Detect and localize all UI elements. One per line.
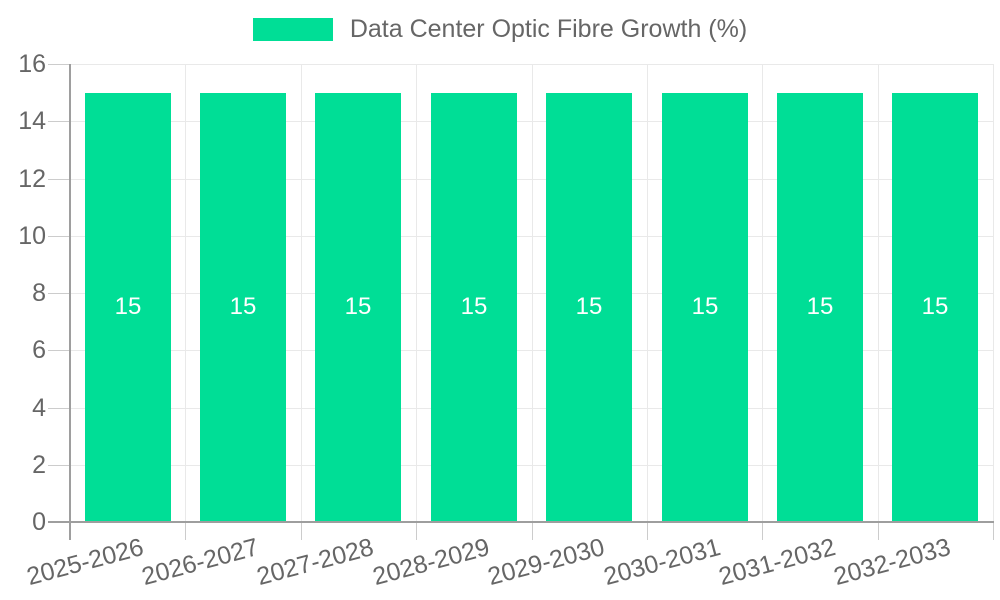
x-tick-label: 2027-2028 xyxy=(254,533,377,592)
legend[interactable]: Data Center Optic Fibre Growth (%) xyxy=(0,17,1000,42)
y-tick-mark xyxy=(48,350,70,351)
x-tick-mark xyxy=(647,522,648,540)
y-tick-label: 10 xyxy=(18,222,46,250)
x-tick-mark xyxy=(185,522,186,540)
x-tick-label: 2032-2033 xyxy=(831,533,954,592)
x-tick-mark xyxy=(993,522,994,540)
legend-label: Data Center Optic Fibre Growth (%) xyxy=(349,15,748,43)
y-tick-label: 2 xyxy=(32,451,46,479)
bar[interactable] xyxy=(431,93,517,522)
x-tick-label: 2025-2026 xyxy=(24,533,147,592)
y-tick-mark xyxy=(48,465,70,466)
bar-value-label: 15 xyxy=(575,293,603,320)
x-tick-mark xyxy=(762,522,763,540)
bar-value-label: 15 xyxy=(691,293,719,320)
bar-value-label: 15 xyxy=(460,293,488,320)
grid-line-vertical xyxy=(762,64,763,522)
grid-line-horizontal xyxy=(70,121,993,122)
bar-value-label: 15 xyxy=(921,293,949,320)
y-tick-mark xyxy=(48,64,70,65)
grid-line-vertical xyxy=(993,64,994,522)
grid-line-horizontal xyxy=(70,408,993,409)
y-tick-label: 6 xyxy=(32,336,46,364)
y-tick-label: 0 xyxy=(32,508,46,536)
x-tick-mark xyxy=(301,522,302,540)
grid-line-vertical xyxy=(532,64,533,522)
y-tick-mark xyxy=(48,408,70,409)
bar-value-label: 15 xyxy=(229,293,257,320)
x-axis-line xyxy=(48,521,994,523)
x-tick-label: 2029-2030 xyxy=(485,533,608,592)
bar[interactable] xyxy=(546,93,632,522)
bar[interactable] xyxy=(200,93,286,522)
x-tick-mark xyxy=(532,522,533,540)
legend-swatch xyxy=(252,18,333,41)
y-tick-label: 4 xyxy=(32,394,46,422)
grid-line-horizontal xyxy=(70,236,993,237)
grid-line-horizontal xyxy=(70,64,993,65)
bar-value-label: 15 xyxy=(806,293,834,320)
y-tick-label: 14 xyxy=(18,107,46,135)
grid-line-vertical xyxy=(301,64,302,522)
y-tick-mark xyxy=(48,121,70,122)
bar-value-label: 15 xyxy=(344,293,372,320)
x-tick-label: 2031-2032 xyxy=(716,533,839,592)
y-tick-label: 16 xyxy=(18,50,46,78)
y-tick-mark xyxy=(48,293,70,294)
grid-line-horizontal xyxy=(70,293,993,294)
bar[interactable] xyxy=(892,93,978,522)
bar[interactable] xyxy=(662,93,748,522)
grid-line-horizontal xyxy=(70,465,993,466)
x-tick-label: 2026-2027 xyxy=(139,533,262,592)
grid-line-vertical xyxy=(647,64,648,522)
grid-line-vertical xyxy=(878,64,879,522)
grid-line-vertical xyxy=(416,64,417,522)
bar-value-label: 15 xyxy=(114,293,142,320)
x-tick-label: 2030-2031 xyxy=(601,533,724,592)
grid-line-vertical xyxy=(185,64,186,522)
x-tick-mark xyxy=(416,522,417,540)
x-tick-mark xyxy=(878,522,879,540)
bar[interactable] xyxy=(777,93,863,522)
y-tick-mark xyxy=(48,236,70,237)
y-tick-label: 12 xyxy=(18,165,46,193)
grid-line-horizontal xyxy=(70,179,993,180)
y-tick-label: 8 xyxy=(32,279,46,307)
y-axis-line xyxy=(69,64,71,540)
bar[interactable] xyxy=(315,93,401,522)
y-tick-mark xyxy=(48,179,70,180)
x-tick-label: 2028-2029 xyxy=(370,533,493,592)
bar[interactable] xyxy=(85,93,171,522)
grid-line-horizontal xyxy=(70,350,993,351)
